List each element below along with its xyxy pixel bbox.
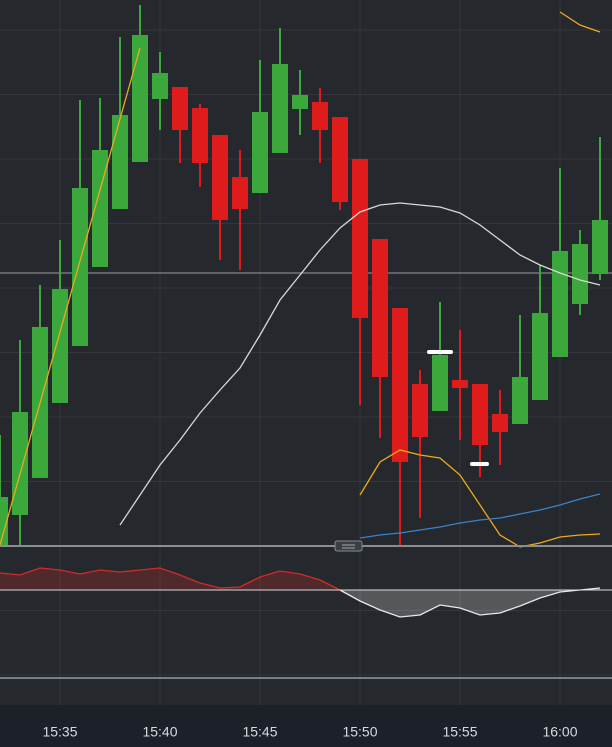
candle-body <box>232 177 248 209</box>
panel-resize-handle[interactable] <box>334 540 363 552</box>
line <box>359 493 601 539</box>
candle-body <box>492 414 508 432</box>
x-tick-label: 15:40 <box>142 724 177 740</box>
candle-body <box>292 95 308 109</box>
candle-body <box>512 377 528 424</box>
candle-body <box>272 64 288 153</box>
candle-body <box>52 289 68 403</box>
candle-body <box>372 239 388 377</box>
candle-body <box>452 380 468 388</box>
line <box>119 202 601 526</box>
candle-body <box>332 117 348 202</box>
x-tick-label: 16:00 <box>542 724 577 740</box>
candle-body <box>92 150 108 267</box>
candle-body <box>432 355 448 411</box>
indicator-area <box>340 588 600 617</box>
candle-body <box>252 112 268 193</box>
line <box>359 449 601 548</box>
candle-body <box>552 251 568 357</box>
line <box>0 47 141 546</box>
time-axis <box>0 705 612 747</box>
x-tick-label: 15:45 <box>242 724 277 740</box>
candle-body <box>12 412 28 515</box>
candle-body <box>572 244 588 304</box>
line <box>559 11 601 33</box>
marker <box>470 462 489 466</box>
marker <box>427 350 453 354</box>
candle-body <box>72 188 88 346</box>
candle-body <box>132 35 148 162</box>
marks <box>0 5 608 618</box>
candle-body <box>112 115 128 209</box>
x-tick-label: 15:50 <box>342 724 377 740</box>
x-tick-label: 15:55 <box>442 724 477 740</box>
candle-body <box>192 108 208 163</box>
candle-body <box>412 384 428 437</box>
candle-body <box>152 73 168 99</box>
candle-body <box>392 308 408 462</box>
line <box>0 567 341 591</box>
line <box>339 587 601 618</box>
candle-body <box>592 220 608 274</box>
x-tick-label: 15:35 <box>42 724 77 740</box>
candle-body <box>212 135 228 220</box>
candle-body <box>0 497 8 545</box>
candle-body <box>352 159 368 318</box>
candle-body <box>472 384 488 445</box>
candle-body <box>172 87 188 130</box>
candle-body <box>312 102 328 130</box>
candle-body <box>532 313 548 400</box>
